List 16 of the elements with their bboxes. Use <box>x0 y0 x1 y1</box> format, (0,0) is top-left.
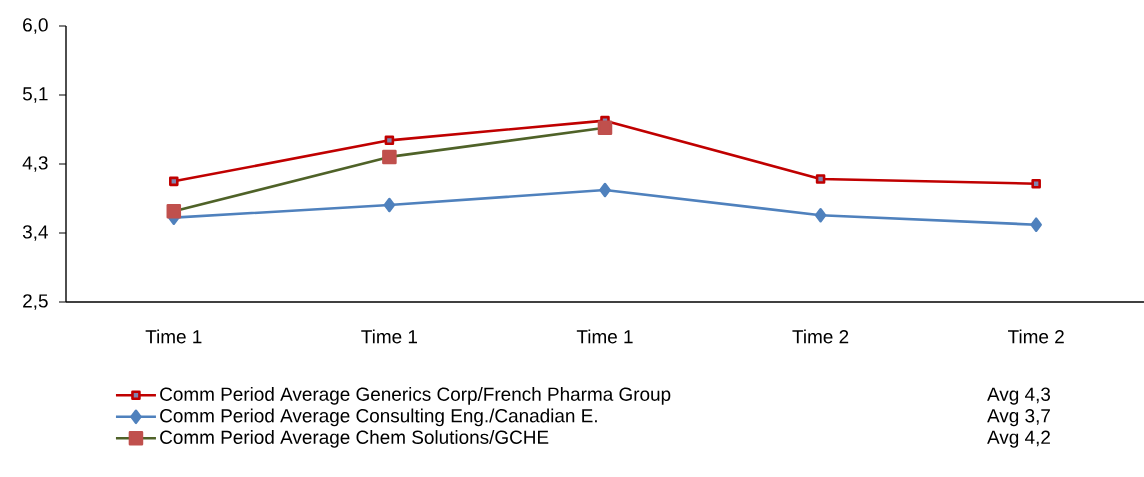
x-tick-label: Time 1 <box>145 329 202 344</box>
legend-label: Comm Period Average Chem Solutions/GCHE <box>160 430 549 448</box>
text: Avg 4,2 <box>987 430 1050 448</box>
text: Avg 4,3 <box>987 387 1051 405</box>
x-tick-label: Time 1 <box>361 329 418 344</box>
legend-label: Comm Period Average Generics Corp/French Pharma Group <box>160 386 671 405</box>
x-tick-label: Time 2 <box>1008 329 1064 344</box>
y-tick-label: 6,0 <box>23 18 48 34</box>
y-tick-label: 4,3 <box>22 156 48 172</box>
y-tick-label: 2,5 <box>23 294 48 310</box>
legend-label: Comm Period Average Consulting Eng./Canadian E. <box>160 408 597 427</box>
text: Avg 3,7 <box>987 409 1050 427</box>
x-tick-label: Time 2 <box>792 329 849 344</box>
x-tick-label: Time 1 <box>576 329 633 344</box>
y-tick-label: 3,4 <box>22 225 48 241</box>
y-tick-label: 5,1 <box>22 87 48 103</box>
